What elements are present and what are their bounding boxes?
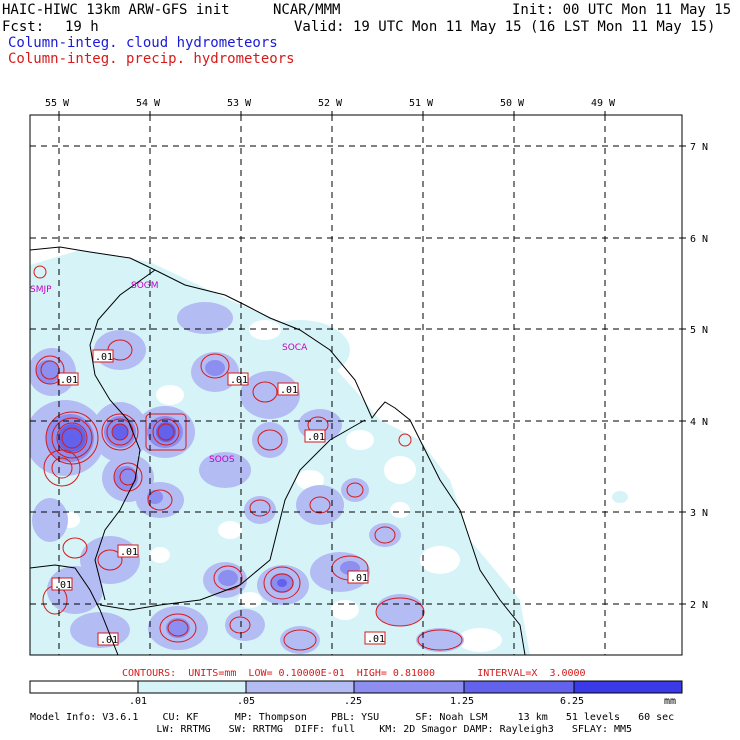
lon-label: 55 W <box>45 98 70 109</box>
lon-label: 52 W <box>318 98 343 109</box>
contour-label: .01 <box>347 570 369 584</box>
lon-label: 53 W <box>227 98 252 109</box>
station-sogm: SOGM <box>131 281 159 291</box>
graticule <box>30 115 682 655</box>
hydrometeor-field: .01 .01 .01 .01 .01 .01 .01 .01 .01 .01 … <box>30 115 682 655</box>
contours-info: CONTOURS: UNITS=mm LOW= 0.10000E-01 HIGH… <box>122 668 586 679</box>
lat-label: 7 N <box>690 142 708 153</box>
svg-text:.01: .01 <box>230 375 248 386</box>
forecast-label: Fcst: <box>2 19 45 35</box>
svg-text:.01: .01 <box>350 573 368 584</box>
map-frame <box>29 114 683 656</box>
lon-label: 54 W <box>136 98 161 109</box>
station-smjp: SMJP <box>30 285 52 295</box>
field-cloud-label: Column-integ. cloud hydrometeors <box>8 35 278 51</box>
organization: NCAR/MMM <box>273 2 341 18</box>
lat-label: 4 N <box>690 417 708 428</box>
legend-tick: 1.25 <box>450 696 475 707</box>
init-time: Init: 00 UTC Mon 11 May 15 <box>512 2 732 18</box>
lat-label: 2 N <box>690 600 708 611</box>
lon-label: 50 W <box>500 98 525 109</box>
lon-label: 49 W <box>591 98 616 109</box>
legend-tick: 6.25 <box>560 696 585 707</box>
plot-title: HAIC-HIWC 13km ARW-GFS init <box>2 2 230 18</box>
contour-label: .01 <box>304 429 326 443</box>
contour-label: .01 <box>51 577 73 591</box>
lat-label: 5 N <box>690 325 708 336</box>
model-info-line1: Model Info: V3.6.1 CU: KF MP: Thompson P… <box>30 712 675 723</box>
field-precip-label: Column-integ. precip. hydrometeors <box>8 51 295 67</box>
svg-text:.01: .01 <box>280 385 298 396</box>
contour-label: .01 <box>57 372 79 386</box>
contour-label: .01 <box>227 372 249 386</box>
station-soos: SOOS <box>209 455 235 465</box>
valid-time: Valid: 19 UTC Mon 11 May 15 (16 LST Mon … <box>294 19 716 35</box>
svg-text:.01: .01 <box>307 432 325 443</box>
lon-label: 51 W <box>409 98 434 109</box>
lat-label: 6 N <box>690 234 708 245</box>
svg-text:.01: .01 <box>120 547 138 558</box>
svg-text:.01: .01 <box>100 635 118 646</box>
svg-text:.01: .01 <box>60 375 78 386</box>
legend-tick: .01 <box>129 696 148 707</box>
svg-text:.01: .01 <box>367 634 385 645</box>
legend-tick: .25 <box>344 696 363 707</box>
legend-unit: mm <box>664 696 677 707</box>
station-soca: SOCA <box>282 343 308 353</box>
contour-label: .01 <box>97 632 119 646</box>
contour-label: .01 <box>117 544 139 558</box>
lat-label: 3 N <box>690 508 708 519</box>
svg-text:.01: .01 <box>95 352 113 363</box>
svg-text:.01: .01 <box>54 580 72 591</box>
model-info-line2: LW: RRTMG SW: RRTMG DIFF: full KM: 2D Sm… <box>30 724 633 735</box>
legend-tick: .05 <box>237 696 256 707</box>
forecast-hour: 19 h <box>65 19 99 35</box>
contour-label: .01 <box>92 349 114 363</box>
contour-label: .01 <box>277 382 299 396</box>
color-bar <box>29 680 683 694</box>
